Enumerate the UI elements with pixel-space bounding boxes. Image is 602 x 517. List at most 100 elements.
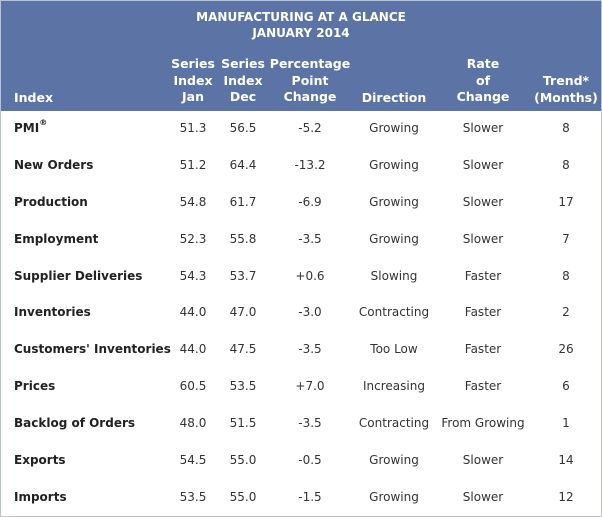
table-row: Exports 54.5 55.0 -0.5 Growing Slower 14 bbox=[1, 443, 601, 480]
table-row: PMI® 51.3 56.5 -5.2 Growing Slower 8 bbox=[1, 111, 601, 148]
cell-trend: 8 bbox=[562, 268, 570, 283]
row-label: New Orders bbox=[14, 157, 94, 172]
table-title: MANUFACTURING AT A GLANCE bbox=[196, 10, 406, 24]
cell-dec: 55.0 bbox=[229, 453, 257, 468]
cell-rate: Slower bbox=[462, 194, 504, 209]
cell-jan: 54.3 bbox=[179, 268, 207, 283]
cell-rate: Faster bbox=[464, 379, 502, 394]
table-body: PMI® 51.3 56.5 -5.2 Growing Slower 8 New… bbox=[1, 111, 601, 517]
cell-jan: 53.5 bbox=[179, 489, 207, 504]
cell-change: -1.5 bbox=[298, 489, 322, 504]
row-label: Production bbox=[14, 194, 88, 209]
table-row: New Orders 51.2 64.4 -13.2 Growing Slowe… bbox=[1, 148, 601, 185]
cell-trend: 6 bbox=[562, 379, 570, 394]
cell-change: +0.6 bbox=[295, 268, 325, 283]
cell-trend: 14 bbox=[558, 453, 574, 468]
cell-rate: Faster bbox=[464, 305, 502, 320]
header-pp-change: Percentage Point Change bbox=[269, 56, 351, 104]
header-direction: Direction bbox=[361, 90, 427, 105]
table-row: Supplier Deliveries 54.3 53.7 +0.6 Slowi… bbox=[1, 259, 601, 296]
row-label: Imports bbox=[14, 489, 67, 504]
cell-dec: 64.4 bbox=[229, 157, 257, 172]
cell-dec: 47.0 bbox=[229, 305, 257, 320]
cell-trend: 7 bbox=[562, 231, 570, 246]
cell-change: +7.0 bbox=[295, 379, 325, 394]
cell-change: -0.5 bbox=[298, 453, 322, 468]
cell-change: -3.5 bbox=[298, 416, 322, 431]
cell-change: -3.5 bbox=[298, 342, 322, 357]
cell-direction: Too Low bbox=[370, 342, 418, 357]
header-series-dec: Series Index Dec bbox=[221, 56, 265, 104]
cell-trend: 12 bbox=[558, 489, 574, 504]
row-label: Customers' Inventories bbox=[14, 342, 171, 357]
row-label: Supplier Deliveries bbox=[14, 268, 143, 283]
cell-trend: 17 bbox=[558, 194, 574, 209]
registered-mark: ® bbox=[39, 118, 48, 127]
cell-dec: 55.0 bbox=[229, 489, 257, 504]
cell-jan: 44.0 bbox=[179, 305, 207, 320]
table-row: Employment 52.3 55.8 -3.5 Growing Slower… bbox=[1, 222, 601, 259]
cell-direction: Growing bbox=[369, 453, 419, 468]
cell-rate: Slower bbox=[462, 157, 504, 172]
cell-trend: 1 bbox=[562, 416, 570, 431]
header-trend: Trend* (Months) bbox=[534, 73, 598, 105]
cell-rate: Faster bbox=[464, 268, 502, 283]
cell-dec: 47.5 bbox=[229, 342, 257, 357]
cell-dec: 53.7 bbox=[229, 268, 257, 283]
cell-change: -13.2 bbox=[294, 157, 326, 172]
table-row: Customers' Inventories 44.0 47.5 -3.5 To… bbox=[1, 332, 601, 369]
cell-jan: 54.8 bbox=[179, 194, 207, 209]
header-index: Index bbox=[14, 90, 54, 105]
cell-dec: 61.7 bbox=[229, 194, 257, 209]
cell-change: -3.5 bbox=[298, 231, 322, 246]
cell-trend: 2 bbox=[562, 305, 570, 320]
row-label: Exports bbox=[14, 453, 66, 468]
cell-direction: Slowing bbox=[370, 268, 418, 283]
cell-direction: Increasing bbox=[363, 379, 425, 394]
row-label: Employment bbox=[14, 231, 99, 246]
cell-dec: 56.5 bbox=[229, 121, 257, 135]
cell-jan: 51.3 bbox=[179, 121, 207, 135]
cell-jan: 52.3 bbox=[179, 231, 207, 246]
cell-trend: 8 bbox=[562, 157, 570, 172]
cell-trend: 26 bbox=[558, 342, 574, 357]
row-label: Prices bbox=[14, 379, 56, 394]
cell-dec: 53.5 bbox=[229, 379, 257, 394]
row-label: PMI® bbox=[14, 118, 48, 135]
cell-trend: 8 bbox=[562, 121, 570, 135]
table-row: Imports 53.5 55.0 -1.5 Growing Slower 12 bbox=[1, 480, 601, 517]
cell-rate: Slower bbox=[462, 489, 504, 504]
cell-direction: Growing bbox=[369, 194, 419, 209]
cell-direction: Contracting bbox=[358, 416, 430, 431]
row-label: Backlog of Orders bbox=[14, 416, 136, 431]
cell-direction: Contracting bbox=[358, 305, 430, 320]
cell-direction: Growing bbox=[369, 157, 419, 172]
cell-jan: 51.2 bbox=[179, 157, 207, 172]
cell-jan: 48.0 bbox=[179, 416, 207, 431]
cell-jan: 60.5 bbox=[179, 379, 207, 394]
cell-direction: Growing bbox=[369, 231, 419, 246]
cell-rate: Slower bbox=[462, 453, 504, 468]
cell-direction: Growing bbox=[369, 121, 419, 135]
table-header: MANUFACTURING AT A GLANCE JANUARY 2014 I… bbox=[1, 1, 601, 111]
cell-change: -6.9 bbox=[298, 194, 322, 209]
cell-jan: 44.0 bbox=[179, 342, 207, 357]
cell-rate: Slower bbox=[462, 121, 504, 135]
table-row: Production 54.8 61.7 -6.9 Growing Slower… bbox=[1, 185, 601, 222]
table-row: Prices 60.5 53.5 +7.0 Increasing Faster … bbox=[1, 369, 601, 406]
table-subtitle: JANUARY 2014 bbox=[252, 26, 350, 40]
cell-change: -3.0 bbox=[298, 305, 322, 320]
table-row: Inventories 44.0 47.0 -3.0 Contracting F… bbox=[1, 295, 601, 332]
cell-dec: 55.8 bbox=[229, 231, 257, 246]
cell-jan: 54.5 bbox=[179, 453, 207, 468]
cell-change: -5.2 bbox=[298, 121, 322, 135]
header-rate: Rate of Change bbox=[456, 56, 510, 104]
row-label: Inventories bbox=[14, 305, 91, 320]
cell-dec: 51.5 bbox=[229, 416, 257, 431]
cell-rate: Slower bbox=[462, 231, 504, 246]
cell-rate: From Growing bbox=[441, 416, 525, 431]
table-row: Backlog of Orders 48.0 51.5 -3.5 Contrac… bbox=[1, 406, 601, 443]
header-series-jan: Series Index Jan bbox=[171, 56, 215, 104]
cell-rate: Faster bbox=[464, 342, 502, 357]
